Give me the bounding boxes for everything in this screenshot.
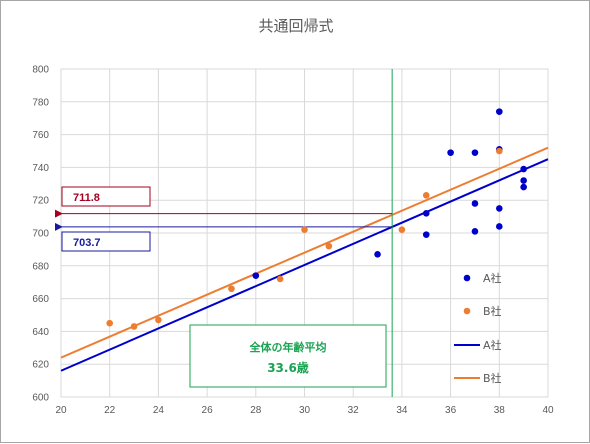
y-tick-label-3: 660 bbox=[32, 294, 49, 305]
x-tick-label-2: 24 bbox=[153, 405, 165, 416]
point-series0-12 bbox=[520, 183, 527, 191]
y-tick-label-7: 740 bbox=[32, 163, 49, 174]
point-series1-9 bbox=[496, 147, 503, 155]
y-tick-label-0: 600 bbox=[32, 393, 49, 404]
y-tick-label-8: 760 bbox=[32, 130, 49, 141]
legend-label-3: B社 bbox=[483, 371, 502, 385]
x-tick-label-3: 26 bbox=[202, 405, 214, 416]
regression-line-0 bbox=[60, 158, 549, 372]
point-series0-9 bbox=[496, 205, 503, 212]
x-tick-label-0: 20 bbox=[55, 405, 67, 416]
point-series1-0 bbox=[106, 319, 113, 327]
callouts: 711.8 703.7 bbox=[55, 186, 393, 252]
data-points bbox=[106, 108, 527, 330]
point-series0-0 bbox=[252, 272, 260, 279]
point-series0-8 bbox=[496, 223, 503, 230]
point-series1-1 bbox=[130, 323, 138, 330]
x-tick-label-4: 28 bbox=[250, 405, 262, 416]
x-tick-label-9: 38 bbox=[494, 405, 506, 416]
point-series0-11 bbox=[496, 108, 503, 115]
y-tick-label-9: 780 bbox=[32, 97, 49, 108]
point-series1-8 bbox=[422, 191, 430, 199]
y-tick-label-10: 800 bbox=[32, 65, 49, 76]
callout-box-1 bbox=[61, 231, 151, 252]
point-series0-3 bbox=[422, 210, 430, 217]
point-series0-13 bbox=[520, 177, 527, 184]
y-tick-label-1: 620 bbox=[32, 360, 49, 371]
average-age-box: 全体の年齢平均 33.6歳 bbox=[189, 324, 387, 388]
point-series1-3 bbox=[228, 285, 235, 293]
point-series0-4 bbox=[447, 149, 454, 156]
legend-label-2: A社 bbox=[483, 338, 502, 352]
y-tick-label-6: 720 bbox=[32, 196, 49, 207]
average-age-value: 33.6歳 bbox=[267, 360, 309, 375]
y-tick-label-2: 640 bbox=[32, 327, 49, 338]
x-tick-label-10: 40 bbox=[542, 405, 554, 416]
x-tick-label-1: 22 bbox=[104, 405, 116, 416]
x-tick-label-7: 34 bbox=[396, 405, 408, 416]
x-axis-ticks: 20 22 24 26 28 30 32 34 36 38 40 bbox=[55, 405, 554, 416]
legend-marker-1 bbox=[463, 307, 471, 315]
legend-label-0: A社 bbox=[483, 271, 502, 285]
x-tick-label-8: 36 bbox=[445, 405, 457, 416]
average-age-label: 全体の年齢平均 bbox=[249, 340, 327, 354]
y-axis-ticks: 600 620 640 660 680 700 720 740 760 780 800 bbox=[32, 65, 49, 404]
plot-border bbox=[60, 68, 549, 398]
point-series0-5 bbox=[471, 228, 479, 235]
legend: A社 B社 A社 B社 bbox=[454, 271, 502, 385]
callout-label-1: 703.7 bbox=[73, 237, 101, 249]
legend-label-1: B社 bbox=[483, 304, 502, 318]
point-series0-1 bbox=[374, 251, 381, 258]
legend-marker-0 bbox=[463, 274, 471, 282]
y-tick-label-4: 680 bbox=[32, 261, 49, 272]
regression-line-1 bbox=[60, 146, 549, 359]
y-tick-label-5: 700 bbox=[32, 229, 49, 240]
average-age-box-border bbox=[189, 324, 387, 388]
chart-title: 共通回帰式 bbox=[258, 17, 333, 35]
point-series0-14 bbox=[520, 165, 527, 173]
point-series1-2 bbox=[155, 316, 162, 324]
point-series0-6 bbox=[471, 200, 479, 207]
point-series1-6 bbox=[325, 242, 333, 250]
x-tick-label-5: 30 bbox=[299, 405, 311, 416]
point-series0-7 bbox=[471, 149, 479, 156]
point-series1-5 bbox=[301, 226, 308, 234]
point-series1-4 bbox=[276, 275, 284, 283]
point-series0-2 bbox=[422, 231, 430, 238]
regression-lines bbox=[60, 146, 549, 372]
callout-box-0 bbox=[61, 186, 151, 207]
point-series1-7 bbox=[398, 226, 406, 234]
x-tick-label-6: 32 bbox=[348, 405, 360, 416]
callout-label-0: 711.8 bbox=[73, 192, 100, 204]
